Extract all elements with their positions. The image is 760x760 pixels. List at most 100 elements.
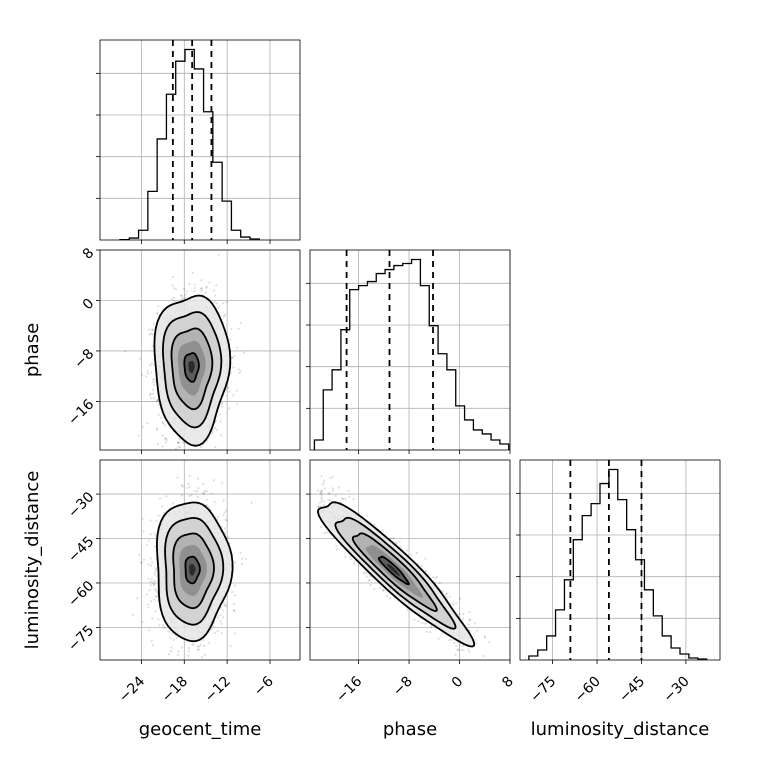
sample-point xyxy=(239,321,242,325)
hist-panel-phase xyxy=(306,249,511,454)
sample-point xyxy=(221,402,224,405)
sample-point xyxy=(140,561,143,565)
sample-point xyxy=(208,641,211,644)
sample-point xyxy=(199,287,203,290)
grid xyxy=(520,460,720,660)
sample-point xyxy=(188,282,191,286)
sample-point xyxy=(138,357,142,360)
sample-point xyxy=(204,291,207,294)
sample-point xyxy=(220,622,223,625)
sample-point xyxy=(147,539,150,542)
sample-point xyxy=(147,577,150,580)
histogram-geocent_time xyxy=(119,48,260,240)
sample-point xyxy=(171,502,175,505)
sample-point xyxy=(235,389,239,392)
sample-point xyxy=(226,385,229,388)
sample-point xyxy=(155,567,158,570)
sample-point xyxy=(220,405,223,408)
sample-point xyxy=(364,571,368,574)
sample-point xyxy=(200,279,203,282)
sample-point xyxy=(320,493,323,496)
sample-point xyxy=(153,383,156,386)
sample-point xyxy=(192,460,194,462)
sample-point xyxy=(149,332,152,335)
sample-point xyxy=(223,531,227,534)
sample-point xyxy=(223,527,227,530)
sample-point xyxy=(146,370,149,373)
sample-point xyxy=(150,362,153,365)
sample-point xyxy=(165,495,168,498)
sample-point xyxy=(156,427,159,430)
y-tick-label: 0 xyxy=(80,296,98,314)
sample-point xyxy=(457,648,460,651)
sample-point xyxy=(179,294,183,297)
sample-point xyxy=(156,400,159,403)
sample-point xyxy=(233,609,236,613)
sample-point xyxy=(164,437,167,440)
sample-point xyxy=(182,492,184,494)
sample-point xyxy=(205,664,207,666)
sample-point xyxy=(167,630,170,633)
sample-point xyxy=(147,372,150,375)
sample-point xyxy=(213,300,216,303)
sample-point xyxy=(176,653,180,657)
sample-point xyxy=(173,287,176,290)
sample-point xyxy=(191,643,194,647)
sample-point xyxy=(152,381,155,384)
sample-point xyxy=(153,378,156,381)
sample-point xyxy=(190,494,193,497)
sample-point xyxy=(230,356,234,359)
sample-point xyxy=(152,583,155,587)
sample-point xyxy=(153,573,156,576)
sample-point xyxy=(221,481,224,484)
contour-3 xyxy=(183,352,200,383)
sample-point xyxy=(172,638,175,641)
sample-point xyxy=(197,648,200,651)
sample-point xyxy=(153,545,157,548)
sample-point xyxy=(200,656,203,659)
sample-point xyxy=(462,612,465,616)
sample-point xyxy=(180,294,183,298)
sample-point xyxy=(151,345,154,348)
sample-point xyxy=(435,575,439,578)
sample-point xyxy=(454,653,457,656)
contour-1 xyxy=(161,311,223,429)
sample-point xyxy=(222,604,226,607)
sample-point xyxy=(190,455,192,457)
sample-point xyxy=(378,587,381,590)
sample-point xyxy=(161,505,164,508)
sample-point xyxy=(212,289,216,292)
hist-panel-luminosity_distance xyxy=(516,459,721,664)
sample-point xyxy=(203,489,207,493)
sample-point xyxy=(341,497,345,500)
sample-point xyxy=(193,489,196,493)
sample-point xyxy=(316,489,320,492)
sample-point xyxy=(161,434,164,437)
sample-point xyxy=(223,511,226,514)
sample-point xyxy=(183,442,186,445)
sample-point xyxy=(237,327,240,330)
sample-point xyxy=(197,477,200,480)
sample-point xyxy=(193,290,196,293)
sample-point xyxy=(180,493,184,497)
sample-point xyxy=(187,482,190,485)
sample-point xyxy=(141,373,144,376)
sample-point xyxy=(202,491,205,494)
sample-point xyxy=(154,588,157,591)
sample-point xyxy=(230,362,233,365)
contour-2 xyxy=(172,532,215,610)
sample-point xyxy=(163,424,166,427)
xlabel-phase: phase xyxy=(383,719,437,740)
sample-point xyxy=(233,594,236,597)
sample-point xyxy=(192,643,195,646)
sample-point xyxy=(421,621,424,625)
sample-point xyxy=(165,503,167,505)
sample-point xyxy=(157,305,160,308)
contour-1 xyxy=(164,517,225,626)
xlabel-geocent-time: geocent_time xyxy=(139,719,262,740)
sample-point xyxy=(231,356,234,360)
y-tick-label: −16 xyxy=(65,396,97,428)
sample-point xyxy=(180,452,182,454)
sample-point xyxy=(171,284,174,287)
sample-point xyxy=(157,514,160,517)
